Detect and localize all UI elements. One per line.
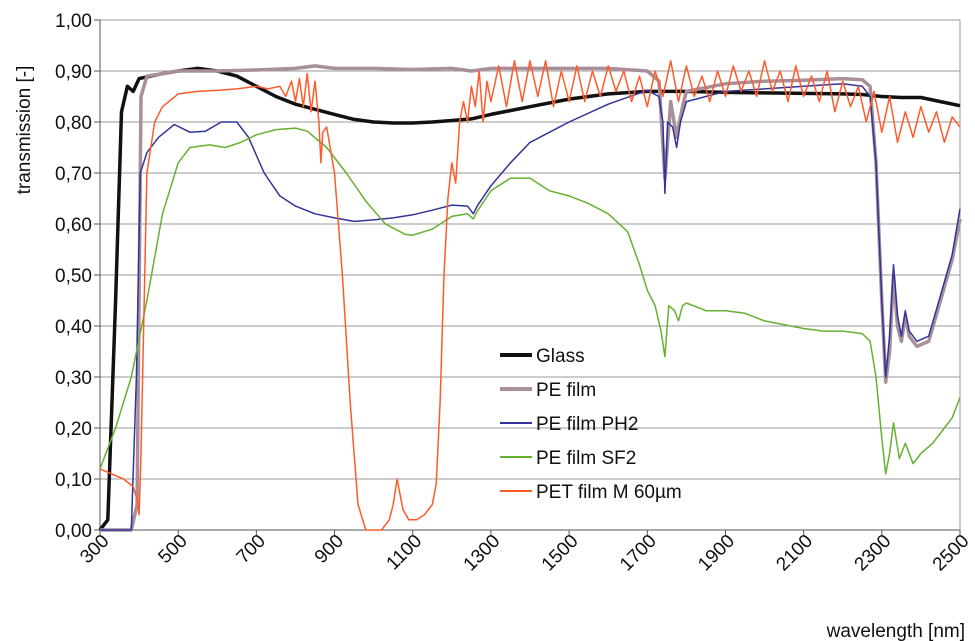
y-tick-label: 0,60 bbox=[55, 215, 92, 236]
y-tick-label: 0,30 bbox=[55, 368, 92, 389]
y-tick-label: 0,10 bbox=[55, 470, 92, 491]
legend-label: PET film M 60µm bbox=[536, 482, 682, 503]
y-tick-label: 0,00 bbox=[55, 521, 92, 542]
series-line bbox=[99, 60, 961, 531]
series-line bbox=[100, 83, 961, 531]
x-axis-label: wavelength [nm] bbox=[826, 621, 965, 641]
legend-label: PE film PH2 bbox=[536, 414, 638, 435]
legend-label: Glass bbox=[536, 346, 585, 367]
y-tick-label: 0,50 bbox=[55, 266, 92, 287]
series-line bbox=[100, 64, 962, 532]
y-tick-label: 0,70 bbox=[55, 164, 92, 185]
y-tick-labels: 0,00 0,10 0,20 0,30 0,40 0,50 0,60 0,70 0,80 0,90… bbox=[55, 11, 92, 542]
legend: Glass PE film PE film PH2 PE film SF2 PET fi… bbox=[500, 346, 682, 503]
series-line bbox=[99, 127, 961, 475]
legend-label: PE film bbox=[536, 380, 596, 401]
y-tick-label: 0,90 bbox=[55, 62, 92, 83]
y-tick-label: 1,00 bbox=[55, 11, 92, 32]
y-tick-label: 0,40 bbox=[55, 317, 92, 338]
y-axis-label: transmission [-] bbox=[14, 66, 35, 195]
y-tick-label: 0,80 bbox=[55, 113, 92, 134]
series-lines bbox=[98, 60, 962, 532]
y-tick-label: 0,20 bbox=[55, 419, 92, 440]
legend-label: PE film SF2 bbox=[536, 448, 636, 469]
gridlines bbox=[100, 19, 960, 531]
